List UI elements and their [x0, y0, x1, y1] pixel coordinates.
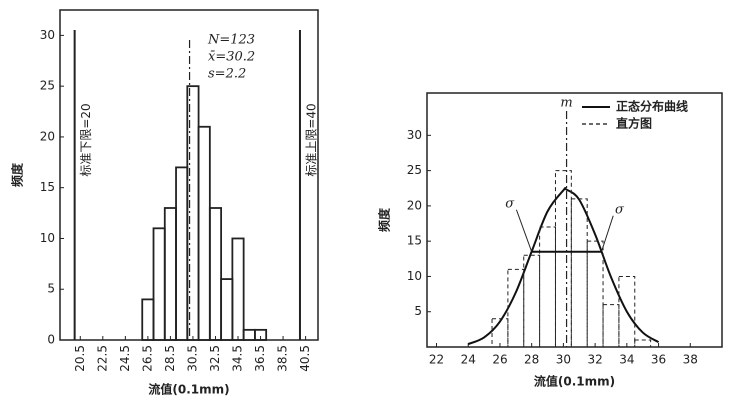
histogram-bar	[254, 328, 268, 341]
normal-curve	[467, 187, 660, 345]
histogram-bar	[602, 304, 620, 348]
histogram-bar	[507, 268, 525, 348]
x-tick-label: 26.5	[140, 345, 154, 372]
y-tick-label: 10	[40, 231, 55, 245]
histogram-bar	[208, 207, 223, 341]
histogram-bar	[586, 240, 604, 348]
y-tick-label: 0	[47, 333, 55, 347]
sigma-label: σ	[505, 196, 515, 211]
y-axis-label: 频度	[377, 207, 392, 232]
y-tick-label: 20	[40, 129, 55, 143]
x-tick-label: 24	[461, 353, 476, 367]
x-axis-label: 流值(0.1mm)	[534, 374, 615, 389]
histogram-bar	[618, 275, 636, 348]
y-tick-label: 25	[407, 163, 422, 177]
sigma-label: σ	[615, 202, 625, 217]
y-tick-label: 5	[414, 304, 422, 318]
y-tick-label: 15	[40, 180, 55, 194]
legend-label: 正态分布曲线	[616, 99, 688, 114]
legend-label: 直方图	[616, 116, 652, 131]
x-tick-label: 32	[587, 353, 602, 367]
sigma-leader	[600, 215, 614, 252]
histogram-bar	[175, 166, 189, 341]
sigma-leader	[515, 209, 533, 252]
y-tick-label: 30	[407, 128, 422, 142]
y-tick-label: 30	[40, 28, 55, 42]
y-tick-label: 5	[47, 282, 55, 296]
reference-label: m	[560, 96, 572, 111]
y-tick-label: 10	[407, 269, 422, 283]
histogram-bar	[242, 328, 256, 341]
x-tick-label: 26	[492, 353, 507, 367]
x-tick-label: 34	[619, 353, 634, 367]
histogram-bar	[523, 254, 541, 348]
x-tick-label: 36	[651, 353, 666, 367]
y-axis-label: 频度	[10, 162, 25, 187]
histogram-bar	[554, 170, 572, 348]
histogram-bar	[231, 237, 245, 341]
x-tick-label: 38.5	[276, 345, 290, 372]
histogram-bar	[220, 278, 234, 341]
y-tick-label: 20	[407, 198, 422, 212]
histogram-bar	[634, 339, 652, 348]
x-tick-label: 28.5	[163, 345, 177, 372]
x-tick-label: 20.5	[73, 345, 87, 372]
histogram-bar	[141, 298, 155, 341]
histogram-bar	[539, 226, 556, 348]
y-tick-label: 15	[407, 234, 422, 248]
x-tick-label: 30	[556, 353, 571, 367]
x-tick-label: 22.5	[95, 345, 109, 372]
annotation: N=123	[207, 33, 255, 48]
reference-label: 标准下限=20	[79, 103, 93, 176]
x-tick-label: 30.5	[185, 345, 199, 372]
annotation: x̄=30.2	[208, 50, 255, 65]
x-tick-label: 40.5	[298, 345, 312, 372]
histogram-bar	[491, 318, 509, 348]
histogram-bar	[197, 125, 211, 341]
x-axis-label: 流值(0.1mm)	[148, 382, 229, 397]
histogram-bar	[163, 207, 177, 341]
x-tick-label: 28	[524, 353, 539, 367]
annotation: s=2.2	[208, 67, 246, 82]
x-tick-label: 22	[429, 353, 444, 367]
x-tick-label: 34.5	[231, 345, 245, 372]
histogram-bar	[152, 227, 166, 341]
x-tick-label: 38	[683, 353, 698, 367]
reference-label: 标准上限=40	[304, 103, 318, 176]
y-tick-label: 25	[40, 79, 55, 93]
histogram-bar	[570, 198, 588, 348]
x-tick-label: 32.5	[208, 345, 222, 372]
x-tick-label: 24.5	[118, 345, 132, 372]
x-tick-label: 36.5	[253, 345, 267, 372]
plot-frame	[426, 92, 723, 348]
